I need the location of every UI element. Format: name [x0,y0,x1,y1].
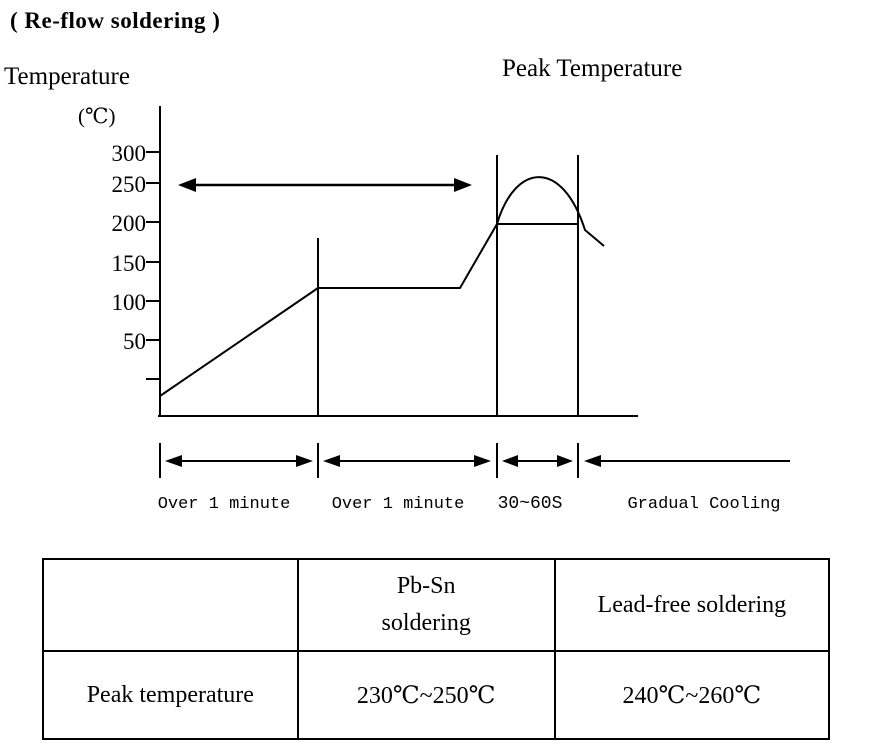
y-tick-label: 200 [112,211,147,236]
phase-boundaries [317,155,579,416]
header-empty-cell [42,558,299,652]
header-leadfree-cell: Lead-free soldering [553,558,831,652]
y-tick-label: 300 [112,141,147,166]
peak-temperature-table: Pb-Sn soldering Lead-free soldering Peak… [42,558,831,740]
reflow-profile-diagram: Temperature (℃) Peak Temperature 300 250… [4,55,790,514]
duration-arrows [165,455,790,467]
y-tick-labels: 300 250 200 150 100 50 [112,141,147,354]
axes [146,106,638,417]
phase-label-cooling: Gradual Cooling [627,495,780,514]
peak-temperature-label: Peak Temperature [502,55,682,82]
pbsn-value-cell: 230℃~250℃ [296,650,556,740]
arrow-right-head-icon [296,455,313,467]
header-pbsn-cell: Pb-Sn soldering [296,558,556,652]
y-tick-label: 250 [112,172,147,197]
y-tick-label: 50 [123,329,146,354]
temperature-profile-curve [159,176,605,397]
arrow-right-head-icon [474,455,491,467]
y-tick-label: 100 [112,290,147,315]
header-pbsn-line1: Pb-Sn [396,572,456,599]
y-axis-unit: (℃) [78,104,115,128]
header-pbsn-line2: soldering [381,610,471,636]
y-tick-label: 150 [112,251,147,276]
arrow-left-head-icon [165,455,182,467]
arrow-left-head-icon [584,455,601,467]
phase-labels: Over 1 minute Over 1 minute 30~60S Gradu… [158,494,781,514]
figure-title: ( Re-flow soldering ) [10,8,221,33]
phase-label-soak: Over 1 minute [332,495,465,514]
table-header-row: Pb-Sn soldering Lead-free soldering [42,558,831,652]
row-label-cell: Peak temperature [42,650,299,740]
arrow-left-head-icon [502,455,518,467]
duration-ticks [159,443,579,478]
phase-label-preheat: Over 1 minute [158,495,291,514]
y-axis-title: Temperature [4,63,130,90]
leadfree-value-cell: 240℃~260℃ [553,650,831,740]
arrow-right-head-icon [454,178,472,192]
peak-range-arrow [178,178,472,192]
arrow-right-head-icon [557,455,573,467]
phase-label-reflow: 30~60S [498,494,563,514]
table-data-row: Peak temperature 230℃~250℃ 240℃~260℃ [42,650,831,740]
arrow-left-head-icon [178,178,196,192]
arrow-left-head-icon [323,455,340,467]
